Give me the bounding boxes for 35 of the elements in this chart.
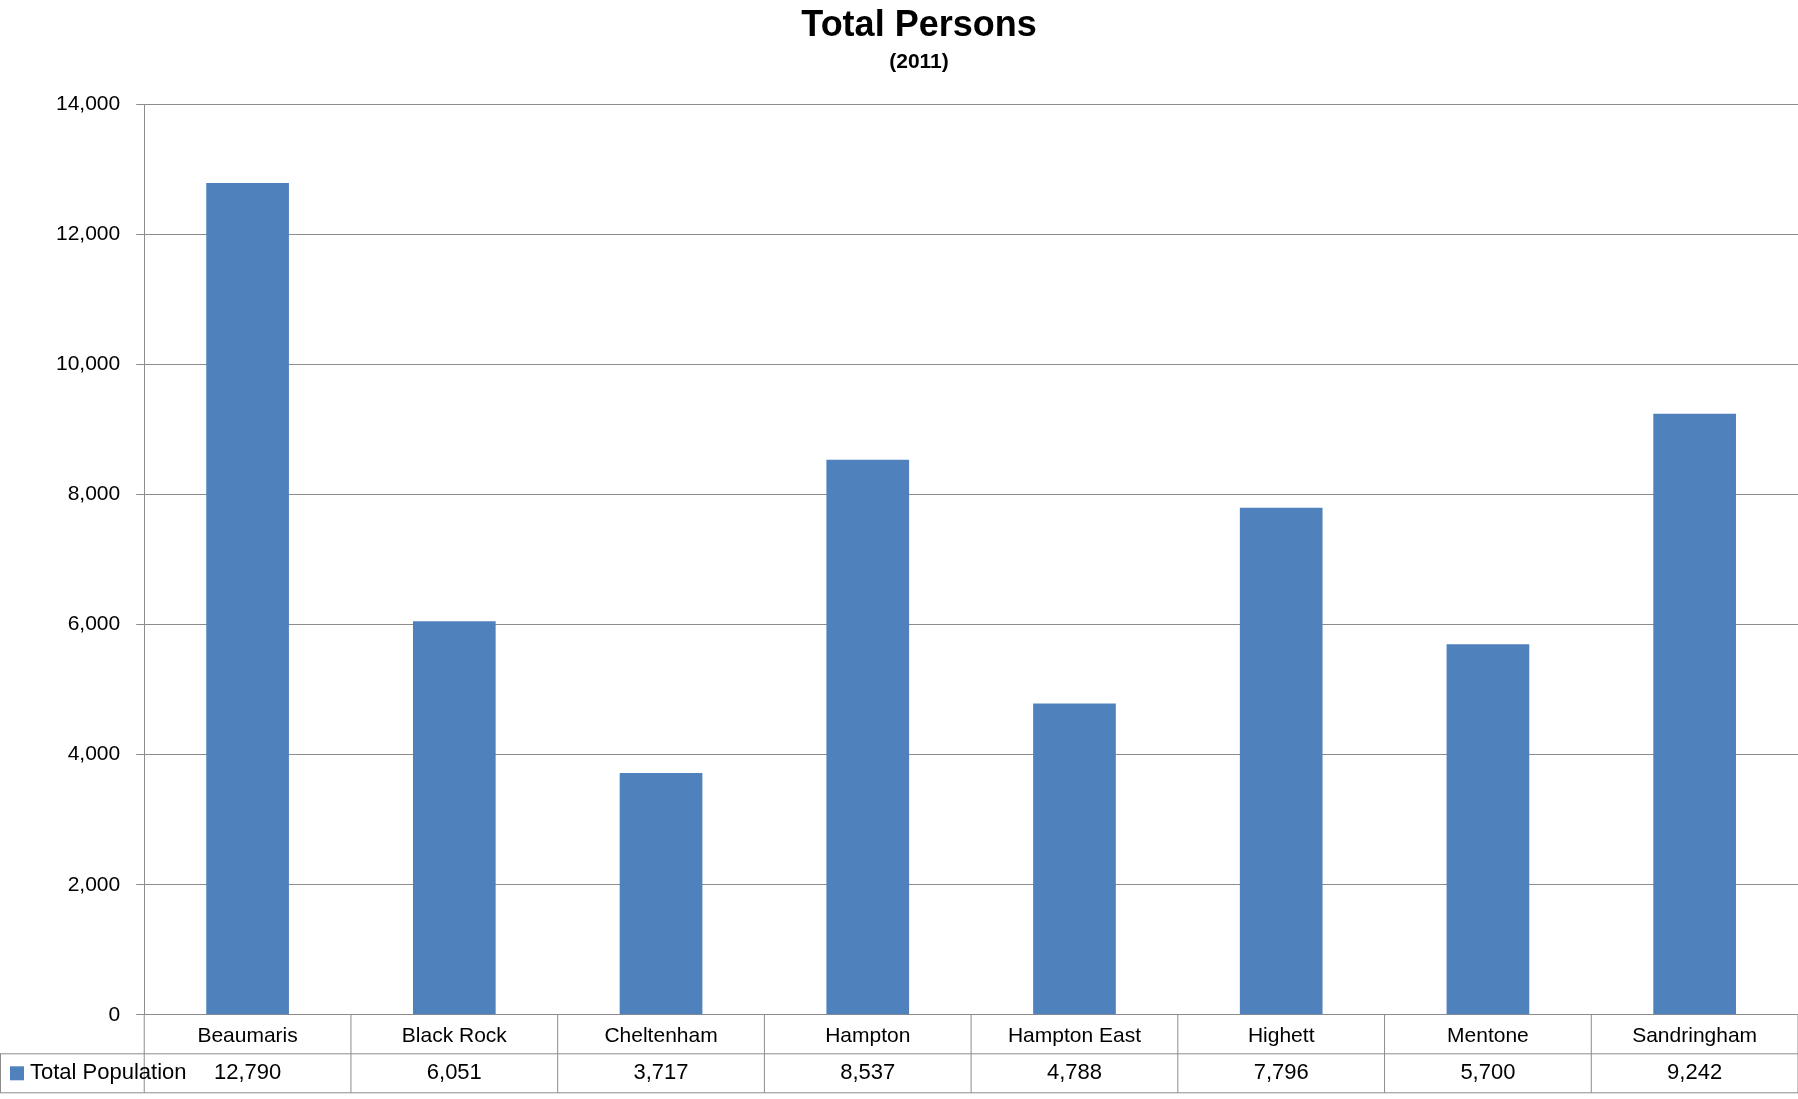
chart-subtitle: (2011) bbox=[889, 48, 949, 72]
bar bbox=[1653, 413, 1736, 1015]
y-tick-label: 10,000 bbox=[56, 351, 121, 375]
y-tick-label: 14,000 bbox=[56, 91, 121, 115]
data-label: 3,717 bbox=[633, 1059, 689, 1085]
data-label: 7,796 bbox=[1253, 1059, 1309, 1085]
x-tick-label: Hampton bbox=[825, 1023, 911, 1047]
bar bbox=[619, 773, 703, 1015]
bar bbox=[826, 459, 910, 1015]
data-label: 5,700 bbox=[1460, 1059, 1516, 1085]
x-tick-label: Mentone bbox=[1447, 1023, 1529, 1047]
y-tick-label: 6,000 bbox=[67, 611, 121, 635]
chart-title: Total Persons bbox=[801, 2, 1037, 44]
bar bbox=[412, 621, 496, 1015]
data-label: 12,790 bbox=[213, 1059, 282, 1085]
x-tick-label: Sandringham bbox=[1632, 1023, 1758, 1047]
bar bbox=[1033, 703, 1116, 1015]
data-label: 6,051 bbox=[426, 1059, 482, 1085]
data-label: 4,788 bbox=[1046, 1059, 1103, 1085]
bar bbox=[206, 183, 289, 1015]
y-tick-label: 4,000 bbox=[67, 741, 121, 765]
y-tick-label: 2,000 bbox=[67, 871, 121, 895]
data-label: 9,242 bbox=[1667, 1059, 1723, 1085]
x-tick-label: Cheltenham bbox=[604, 1023, 718, 1047]
bar bbox=[1239, 507, 1323, 1015]
y-tick-label: 0 bbox=[108, 1001, 121, 1025]
y-tick-label: 8,000 bbox=[67, 481, 121, 505]
data-label: 8,537 bbox=[840, 1059, 896, 1085]
x-tick-label: Black Rock bbox=[401, 1023, 508, 1047]
x-tick-label: Highett bbox=[1247, 1023, 1315, 1047]
x-tick-label: Hampton East bbox=[1007, 1023, 1142, 1047]
y-tick-label: 12,000 bbox=[56, 221, 121, 245]
x-tick-label: Beaumaris bbox=[197, 1023, 298, 1047]
legend-label: Total Population bbox=[30, 1059, 187, 1085]
bar bbox=[1446, 644, 1530, 1015]
